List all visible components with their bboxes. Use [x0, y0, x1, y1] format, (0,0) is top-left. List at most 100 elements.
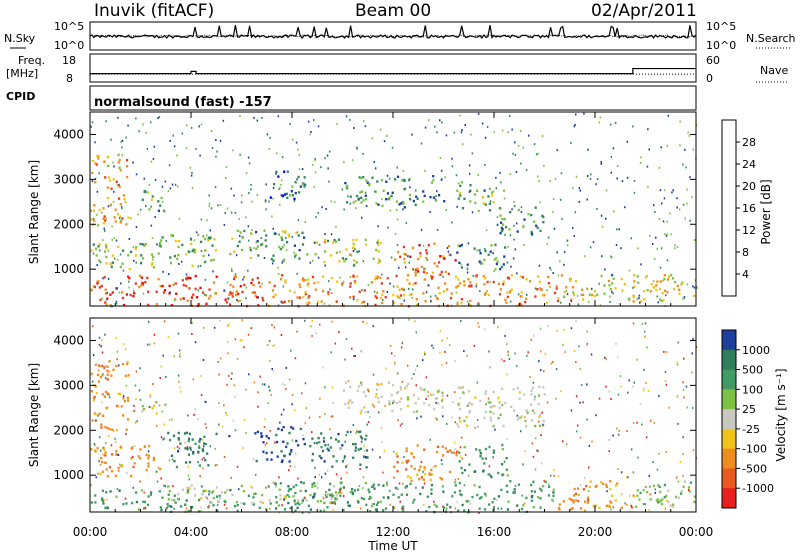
echo-cell [479, 261, 481, 264]
echo-cell [144, 280, 147, 284]
echo-cell [375, 395, 377, 398]
echo-cell [149, 493, 152, 496]
echo-cell [250, 327, 253, 330]
echo-cell [217, 204, 219, 207]
echo-cell [290, 448, 293, 452]
echo-cell [154, 216, 156, 219]
echo-cell [99, 298, 102, 302]
echo-cell [552, 198, 555, 200]
echo-cell [323, 497, 325, 500]
echo-cell [346, 471, 348, 474]
echo-cell [394, 258, 397, 261]
echo-cell [455, 286, 458, 289]
echo-cell [605, 504, 608, 508]
echo-cell [127, 254, 130, 257]
noise-left-label: N.Sky [4, 32, 36, 45]
echo-cell [517, 483, 521, 486]
echo-cell [595, 183, 597, 186]
echo-cell [106, 369, 108, 372]
echo-cell [450, 292, 453, 295]
echo-cell [90, 249, 93, 252]
echo-cell [350, 430, 352, 433]
echo-cell [654, 492, 657, 494]
echo-cell [397, 372, 399, 375]
echo-cell [287, 233, 290, 236]
echo-cell [142, 292, 145, 295]
echo-cell [362, 199, 365, 202]
echo-cell [320, 476, 323, 479]
echo-cell [298, 257, 301, 260]
echo-cell [355, 199, 357, 202]
echo-cell [373, 487, 376, 490]
echo-cell [116, 183, 119, 187]
echo-cell [365, 243, 368, 246]
echo-cell [484, 457, 487, 460]
echo-cell [377, 400, 380, 404]
cpid-text: normalsound (fast) -157 [94, 95, 272, 110]
echo-cell [547, 276, 550, 279]
frequency-line [90, 67, 696, 75]
echo-cell [105, 255, 108, 259]
echo-cell [160, 196, 163, 200]
echo-cell [483, 293, 487, 296]
echo-cell [406, 398, 409, 401]
echo-cell [235, 254, 238, 257]
echo-cell [525, 409, 528, 412]
echo-cell [563, 263, 565, 266]
echo-cell [536, 288, 539, 291]
echo-cell [529, 375, 531, 378]
echo-cell [92, 285, 96, 288]
echo-cell [202, 489, 205, 493]
echo-cell [107, 393, 110, 396]
nave-label: Nave [760, 64, 788, 77]
beam-title: Beam 00 [355, 1, 431, 21]
echo-cell [569, 277, 572, 281]
echo-cell [410, 452, 413, 455]
echo-cell [648, 509, 650, 512]
echo-cell [256, 296, 259, 299]
echo-cell [251, 291, 254, 294]
echo-cell [277, 175, 280, 178]
echo-cell [320, 300, 323, 303]
echo-cell [645, 436, 648, 439]
echo-cell [526, 354, 528, 357]
echo-cell [587, 148, 589, 151]
echo-cell [339, 250, 342, 253]
echo-cell [408, 261, 410, 264]
echo-cell [228, 323, 230, 326]
echo-cell [125, 223, 128, 226]
echo-cell [226, 281, 229, 284]
echo-cell [323, 241, 326, 244]
echo-cell [179, 386, 181, 389]
echo-cell [522, 225, 525, 229]
echo-cell [593, 289, 596, 293]
echo-cell [657, 301, 659, 304]
echo-cell [169, 261, 172, 265]
echo-cell [103, 448, 106, 451]
echo-cell [600, 214, 603, 217]
echo-cell [454, 391, 456, 394]
echo-cell [461, 457, 463, 460]
echo-cell [372, 485, 375, 488]
echo-cell [193, 251, 196, 254]
echo-cell [561, 217, 563, 220]
echo-cell [123, 197, 126, 201]
echo-cell [363, 406, 365, 409]
echo-cell [324, 233, 326, 235]
echo-cell [288, 300, 291, 303]
echo-cell [354, 248, 356, 251]
echo-cell [487, 253, 490, 256]
echo-cell [278, 245, 281, 249]
echo-cell [692, 449, 695, 452]
echo-cell [265, 234, 268, 237]
echo-cell [250, 183, 252, 186]
echo-cell [458, 460, 461, 463]
echo-cell [376, 291, 379, 294]
echo-cell [344, 257, 347, 261]
echo-cell [665, 494, 668, 498]
echo-cell [134, 247, 137, 251]
echo-cell [476, 303, 479, 307]
echo-cell [391, 409, 394, 413]
echo-cell [652, 461, 654, 464]
echo-cell [143, 177, 145, 180]
